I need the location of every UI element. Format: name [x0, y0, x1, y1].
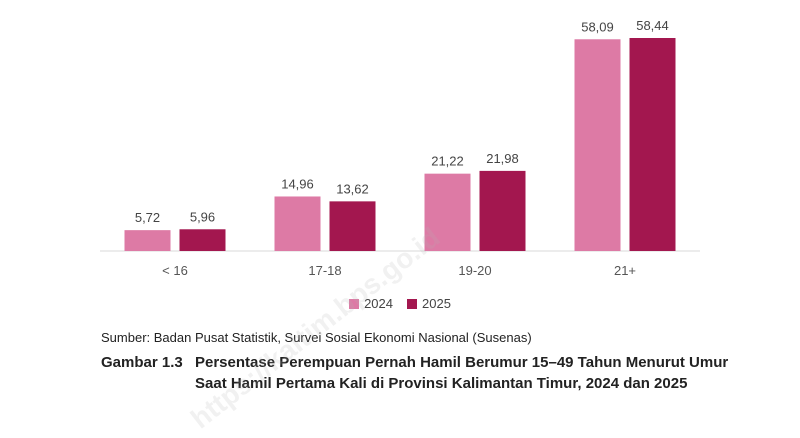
x-tick-label-3: 19-20: [458, 263, 491, 278]
data-label-2025-4: 58,44: [636, 18, 669, 33]
data-label-2025-2: 13,62: [336, 181, 369, 196]
x-tick-label-4: 21+: [614, 263, 636, 278]
data-label-2024-1: 5,72: [135, 210, 160, 225]
legend-swatch-2025: [407, 298, 417, 309]
caption-number: Gambar 1.3: [101, 354, 183, 371]
data-label-2025-3: 21,98: [486, 151, 519, 166]
legend-swatch-2024: [349, 298, 360, 309]
bar-2024-2: [274, 196, 321, 251]
bar-2024-4: [574, 39, 621, 252]
legend-item-2025: 2025: [407, 296, 451, 311]
bar-2025-4: [629, 38, 676, 251]
x-tick-label-2: 17-18: [308, 263, 341, 278]
legend-label-2024: 2024: [364, 296, 393, 311]
figure-caption: Gambar 1.3 Persentase Perempuan Pernah H…: [101, 352, 741, 394]
bar-2025-1: [179, 229, 226, 251]
data-label-2024-4: 58,09: [581, 19, 614, 34]
x-tick-label-1: < 16: [162, 263, 188, 278]
bar-2025-2: [329, 201, 376, 251]
bar-2024-3: [424, 173, 471, 251]
data-label-2024-2: 14,96: [281, 176, 314, 191]
bar-2025-3: [479, 170, 526, 251]
chart-legend: 2024 2025: [0, 296, 800, 311]
caption-title: Persentase Perempuan Pernah Hamil Berumu…: [195, 354, 729, 392]
data-label-2024-3: 21,22: [431, 154, 464, 169]
legend-label-2025: 2025: [422, 296, 451, 311]
bar-chart: 5,72 5,96 < 16 14,96 13,62 17-18 21,22 21,98 19-…: [100, 18, 700, 278]
data-label-2025-1: 5,96: [190, 209, 215, 224]
source-note: Sumber: Badan Pusat Statistik, Survei So…: [101, 330, 532, 345]
legend-item-2024: 2024: [349, 296, 393, 311]
bar-2024-1: [124, 230, 171, 251]
